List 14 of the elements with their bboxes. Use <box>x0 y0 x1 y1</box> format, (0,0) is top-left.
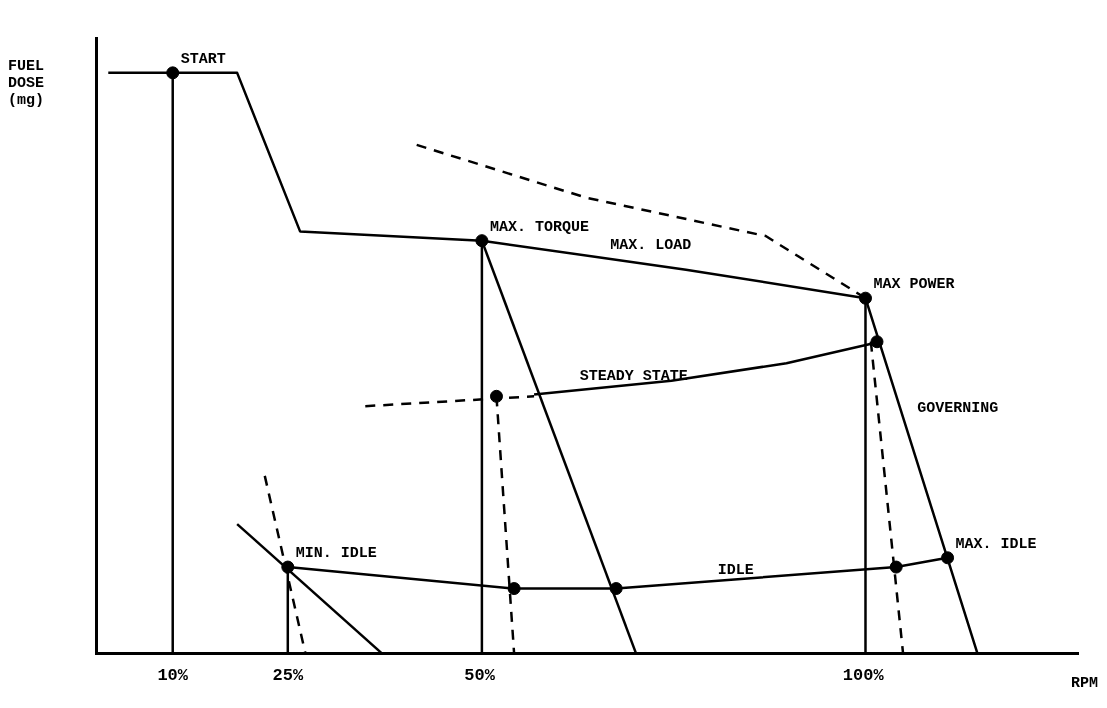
x-tick-label: 50% <box>464 666 496 686</box>
annotation: START <box>180 51 226 69</box>
annotation: MAX POWER <box>873 276 955 294</box>
x-axis-title: RPM <box>1070 675 1098 692</box>
x-tick-label: 25% <box>272 666 304 686</box>
annotation: GOVERNING <box>917 399 999 417</box>
annotation: MAX. TORQUE <box>489 218 589 236</box>
x-tick-label: 10% <box>157 666 189 686</box>
annotation: MAX. LOAD <box>610 236 692 254</box>
annotation: MIN. IDLE <box>295 545 377 563</box>
y-axis-title: FUEL DOSE (mg) <box>8 58 45 109</box>
annotation: IDLE <box>717 562 754 580</box>
x-tick-label: 100% <box>842 666 885 686</box>
annotation: MAX. IDLE <box>955 536 1037 554</box>
